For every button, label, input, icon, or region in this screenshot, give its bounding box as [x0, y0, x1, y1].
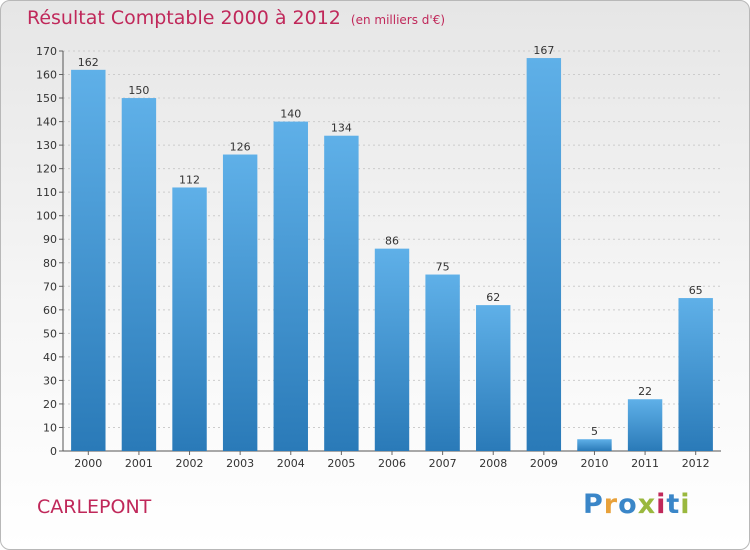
y-tick-label: 60 — [43, 304, 57, 317]
y-tick-label: 140 — [36, 116, 57, 129]
x-tick-label: 2005 — [327, 457, 355, 470]
y-tick-label: 20 — [43, 398, 57, 411]
y-tick-label: 90 — [43, 233, 57, 246]
y-tick-label: 10 — [43, 421, 57, 434]
logo-letter: t — [666, 489, 681, 520]
y-tick-label: 70 — [43, 280, 57, 293]
x-tick-label: 2011 — [631, 457, 659, 470]
x-tick-label: 2007 — [429, 457, 457, 470]
logo-letter: r — [603, 489, 619, 520]
y-tick-label: 160 — [36, 69, 57, 82]
data-label: 162 — [78, 56, 99, 69]
y-tick-label: 80 — [43, 257, 57, 270]
data-label: 140 — [280, 108, 301, 121]
data-label: 126 — [230, 141, 251, 154]
bar-2012 — [678, 298, 713, 451]
x-tick-label: 2008 — [479, 457, 507, 470]
data-label: 150 — [128, 84, 149, 97]
data-label: 86 — [385, 235, 399, 248]
logo-letter: x — [637, 489, 657, 520]
y-tick-label: 130 — [36, 139, 57, 152]
data-label: 22 — [638, 385, 652, 398]
x-tick-label: 2002 — [176, 457, 204, 470]
x-tick-label: 2003 — [226, 457, 254, 470]
bar-2002 — [172, 187, 207, 451]
y-tick-label: 0 — [50, 445, 57, 458]
logo-letter: o — [618, 489, 638, 520]
y-tick-label: 150 — [36, 92, 57, 105]
y-tick-label: 170 — [36, 45, 57, 58]
data-label: 167 — [533, 44, 554, 57]
x-tick-label: 2010 — [580, 457, 608, 470]
bar-2000 — [71, 69, 106, 451]
chart-title: Résultat Comptable 2000 à 2012 (en millie… — [27, 7, 445, 29]
bar-2007 — [425, 274, 460, 451]
y-tick-label: 120 — [36, 163, 57, 176]
logo-letter: P — [583, 489, 604, 520]
data-label: 112 — [179, 173, 200, 186]
bar-2010 — [577, 439, 612, 451]
x-tick-label: 2009 — [530, 457, 558, 470]
bar-2001 — [121, 98, 157, 451]
logo-letter: i — [680, 489, 691, 520]
x-tick-label: 2004 — [277, 457, 305, 470]
y-tick-label: 30 — [43, 374, 57, 387]
bar-2006 — [374, 248, 410, 451]
y-tick-label: 50 — [43, 327, 57, 340]
data-label: 134 — [331, 122, 352, 135]
data-label: 65 — [689, 284, 703, 297]
bar-2005 — [324, 135, 359, 452]
y-tick-label: 40 — [43, 351, 57, 364]
data-label: 75 — [436, 261, 450, 274]
x-tick-label: 2006 — [378, 457, 406, 470]
y-tick-label: 110 — [36, 186, 57, 199]
logo-letter: i — [656, 489, 667, 520]
bar-2003 — [222, 154, 258, 451]
x-tick-label: 2012 — [682, 457, 710, 470]
title-text: Résultat Comptable 2000 à 2012 — [27, 7, 341, 29]
data-label: 62 — [486, 291, 500, 304]
x-tick-label: 2001 — [125, 457, 153, 470]
proxiti-logo: Proxiti — [583, 489, 691, 520]
x-tick-label: 2000 — [74, 457, 102, 470]
y-tick-label: 100 — [36, 210, 57, 223]
bar-2011 — [627, 399, 663, 451]
bar-2004 — [273, 121, 308, 452]
bar-2008 — [476, 305, 511, 451]
bar-2009 — [526, 58, 562, 451]
title-unit: (en milliers d'€) — [350, 13, 446, 27]
data-label: 5 — [591, 425, 598, 438]
commune-name: CARLEPONT — [37, 496, 152, 518]
